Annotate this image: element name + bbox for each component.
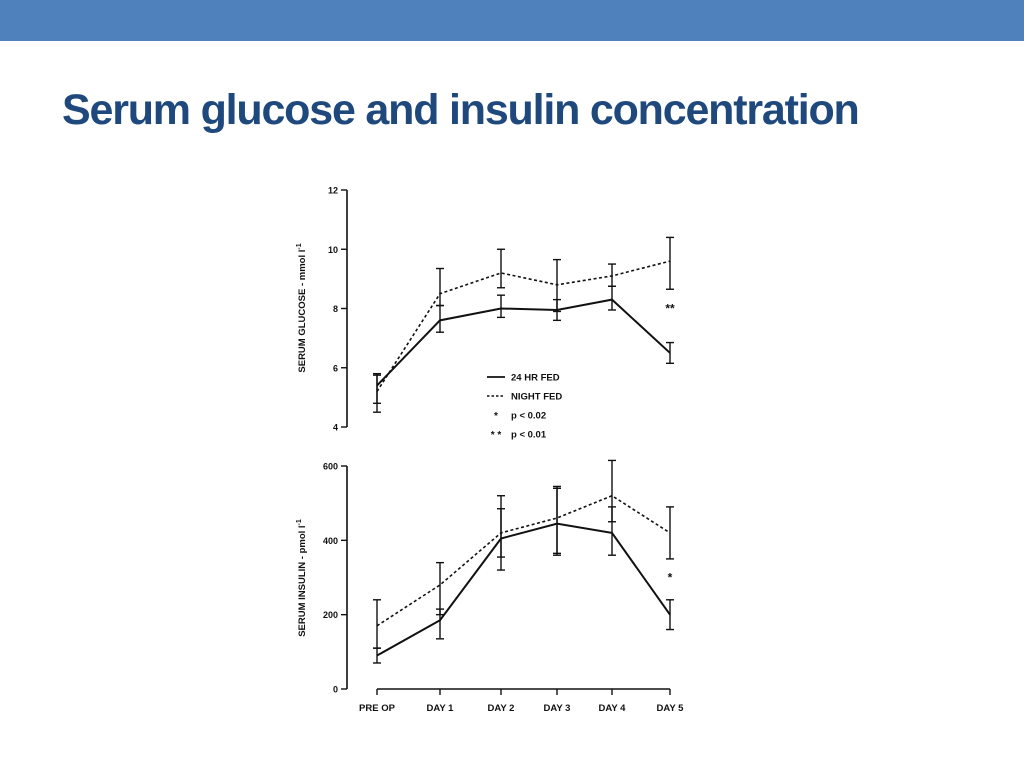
y-tick-label: 0 — [333, 685, 338, 695]
legend-label: 24 HR FED — [511, 373, 560, 384]
y-tick-label: 8 — [333, 304, 338, 314]
y-tick-label: 400 — [323, 536, 338, 546]
y-tick-label: 600 — [323, 462, 338, 472]
x-tick-label: DAY 4 — [599, 703, 627, 714]
slide-title: Serum glucose and insulin concentration — [62, 86, 860, 134]
y-axis-label: SERUM INSULIN - pmol l-1 — [296, 519, 308, 637]
top-accent-band — [0, 0, 1024, 41]
y-axis-label-text: SERUM GLUCOSE - mmol l — [297, 250, 308, 373]
legend-star-symbol: * — [494, 411, 498, 422]
legend-label: p < 0.01 — [511, 430, 547, 441]
glucose-panel: 4 6 8 10 12 SERUM GLUCOSE - mmol l-1 ** 24 HR F… — [296, 186, 675, 442]
series-24-hr-fed — [373, 485, 674, 664]
significance-marker: * — [668, 571, 673, 585]
series-night-fed — [373, 459, 674, 649]
series-line — [376, 494, 671, 627]
insulin-panel: 0 200 400 600 SERUM INSULIN - pmol l-1 * — [296, 459, 674, 695]
y-tick-label: 10 — [328, 245, 338, 255]
y-axis-label: SERUM GLUCOSE - mmol l-1 — [296, 243, 308, 372]
legend-label: NIGHT FED — [511, 392, 562, 403]
y-tick-label: 4 — [333, 423, 338, 433]
y-tick-label: 200 — [323, 610, 338, 620]
series-24-hr-fed — [373, 285, 674, 404]
y-axis-label-superscript: -1 — [296, 519, 303, 525]
x-tick-label: DAY 5 — [657, 703, 685, 714]
legend-star-symbol: * * — [491, 430, 502, 441]
x-axis: PRE OP DAY 1 DAY 2 DAY 3 DAY 4 DAY 5 — [359, 688, 685, 714]
y-axis-label-text: SERUM INSULIN - pmol l — [297, 525, 308, 636]
y-axis-label-superscript: -1 — [296, 243, 303, 249]
x-tick-label: DAY 3 — [544, 703, 571, 714]
legend: 24 HR FED NIGHT FED * p < 0.02 * * p < 0.01 — [487, 373, 562, 441]
x-tick-label: DAY 1 — [427, 703, 455, 714]
series-night-fed — [373, 236, 674, 413]
series-line — [376, 260, 671, 392]
x-tick-label: PRE OP — [359, 703, 396, 714]
x-tick-label: DAY 2 — [488, 703, 515, 714]
legend-label: p < 0.02 — [511, 411, 546, 422]
series-line — [376, 298, 671, 387]
significance-marker: ** — [665, 302, 675, 316]
y-tick-label: 12 — [328, 186, 338, 196]
y-tick-label: 6 — [333, 363, 338, 373]
series-line — [376, 522, 671, 657]
